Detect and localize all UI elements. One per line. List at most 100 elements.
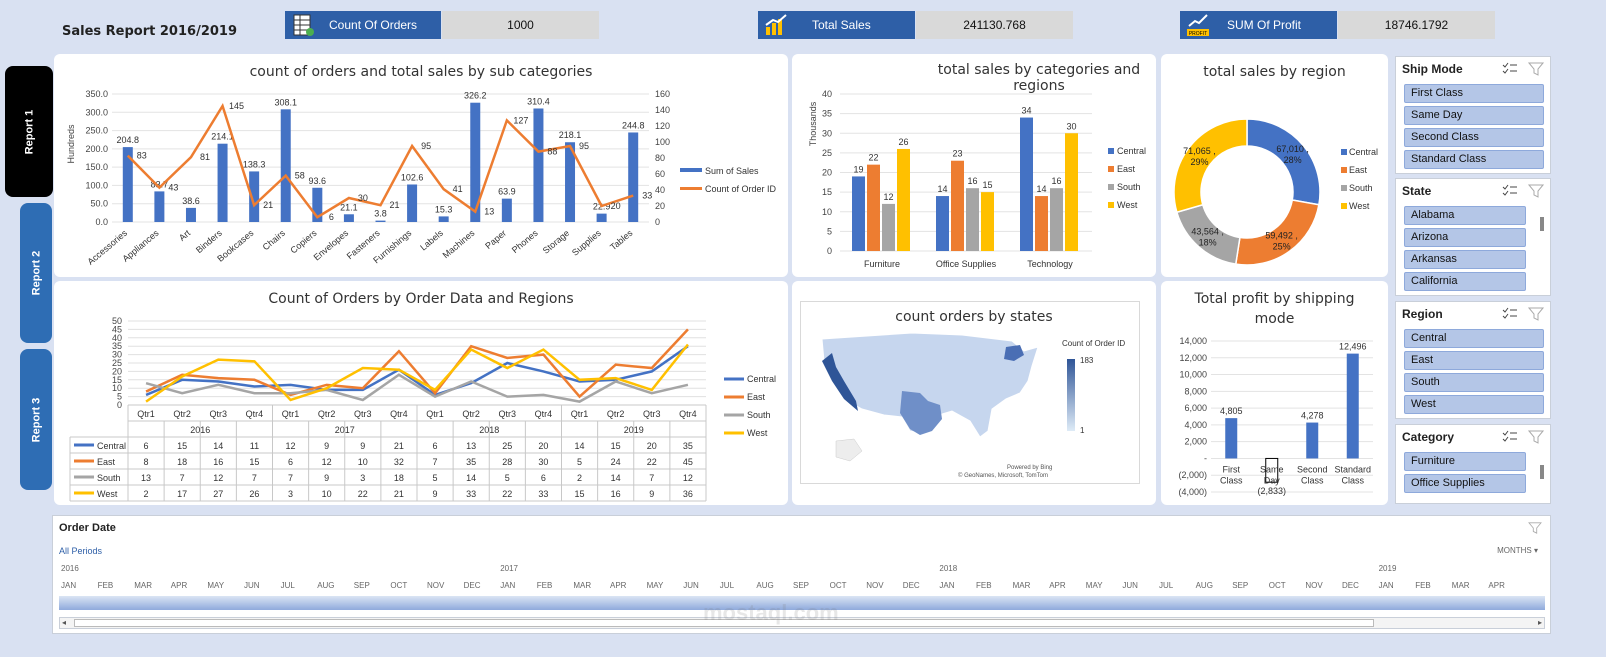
timeline-month-label[interactable]: FEB — [536, 581, 553, 590]
tab-report-1[interactable]: Report 1 — [5, 66, 53, 197]
report-title: Sales Report 2016/2019 — [62, 24, 237, 39]
y-tick-label: 0 — [117, 400, 122, 410]
multi-select-icon[interactable] — [1502, 307, 1518, 321]
x-tick-label: Storage — [541, 228, 572, 256]
slicer-scrollbar[interactable] — [1540, 465, 1544, 479]
bar-data-label: 204.8 — [117, 135, 140, 145]
clear-filter-icon[interactable] — [1528, 430, 1544, 444]
bar-data-label: 308.1 — [274, 97, 297, 107]
slicer-item-alabama[interactable]: Alabama — [1404, 206, 1526, 225]
timeline-month-label[interactable]: JAN — [500, 581, 516, 590]
timeline-month-label[interactable]: FEB — [976, 581, 992, 590]
timeline-month-label[interactable]: MAR — [1012, 581, 1031, 590]
timeline-month-label[interactable]: AUG — [1195, 581, 1213, 590]
timeline-month-label[interactable]: APR — [610, 581, 627, 590]
timeline-month-label[interactable]: JAN — [61, 581, 77, 590]
timeline-month-label[interactable]: NOV — [1305, 581, 1323, 590]
map-credit-sources: © GeoNames, Microsoft, TomTom — [958, 472, 1048, 479]
tab-report-2[interactable]: Report 2 — [20, 203, 52, 343]
slicer-item-central[interactable]: Central — [1404, 329, 1544, 348]
slicer-item-arizona[interactable]: Arizona — [1404, 228, 1526, 247]
bar-sales — [628, 132, 639, 222]
clear-filter-icon[interactable] — [1528, 184, 1544, 198]
timeline-month-label[interactable]: JAN — [1378, 581, 1394, 590]
slicer-item-arkansas[interactable]: Arkansas — [1404, 250, 1526, 269]
slicer-item-standard-class[interactable]: Standard Class — [1404, 150, 1544, 169]
y-tick-label: 35 — [822, 109, 832, 119]
bar-sales — [280, 109, 291, 222]
y2-tick-label: 80 — [655, 153, 665, 163]
slicer-item-second-class[interactable]: Second Class — [1404, 128, 1544, 147]
bar-data-label: 138.3 — [243, 159, 266, 169]
multi-select-icon[interactable] — [1502, 184, 1518, 198]
timeline-month-label[interactable]: MAR — [134, 581, 152, 590]
table-cell: 27 — [213, 489, 223, 499]
timeline-month-label[interactable]: SEP — [353, 581, 370, 590]
y-tick-label: 40 — [112, 333, 122, 343]
scroll-left-icon[interactable]: ◂ — [62, 618, 67, 627]
timeline-month-label[interactable]: SEP — [793, 581, 810, 590]
timeline-month-label[interactable]: OCT — [829, 581, 847, 590]
multi-select-icon[interactable] — [1502, 62, 1518, 76]
timeline-month-label[interactable]: DEC — [463, 581, 481, 590]
slicer-scrollbar[interactable] — [1540, 217, 1544, 231]
timeline-month-label[interactable]: MAR — [1451, 581, 1470, 590]
table-cell: 6 — [144, 441, 149, 451]
timeline-month-label[interactable]: NOV — [866, 581, 884, 590]
us-states-map[interactable]: Count of Order ID 183 1 Powered by Bing … — [792, 281, 1156, 505]
slicer-item-california[interactable]: California — [1404, 272, 1526, 291]
timeline-scrollbar[interactable]: ◂ ▸ — [59, 617, 1545, 629]
slicer-item-office-supplies[interactable]: Office Supplies — [1404, 474, 1526, 493]
multi-select-icon[interactable] — [1502, 430, 1518, 444]
slicer-item-west[interactable]: West — [1404, 395, 1544, 414]
timeline-month-label[interactable]: AUG — [317, 581, 335, 590]
kpi-sum-profit: PROFIT SUM Of Profit — [1180, 11, 1337, 39]
timeline-month-label[interactable]: JUL — [280, 581, 295, 590]
slicer-item-east[interactable]: East — [1404, 351, 1544, 370]
timeline-month-label[interactable]: JUL — [719, 581, 735, 590]
timeline-month-label[interactable]: NOV — [427, 581, 445, 590]
timeline-month-label[interactable]: MAR — [573, 581, 592, 590]
scroll-right-icon[interactable]: ▸ — [1537, 618, 1542, 627]
slicer-item-first-class[interactable]: First Class — [1404, 84, 1544, 103]
slicer-item-south[interactable]: South — [1404, 373, 1544, 392]
y-tick-label: 25 — [822, 148, 832, 158]
timeline-month-label[interactable]: APR — [170, 581, 188, 590]
timeline-month-label[interactable]: DEC — [1342, 581, 1359, 590]
timeline-month-label[interactable]: JUN — [1122, 581, 1138, 590]
table-cell: 9 — [649, 489, 654, 499]
tab-report-3[interactable]: Report 3 — [20, 349, 52, 490]
y2-tick-label: 120 — [655, 121, 670, 131]
timeline-month-label[interactable]: JUN — [244, 581, 260, 590]
timeline-unit-selector[interactable]: MONTHS ▾ — [1497, 546, 1538, 555]
slicer-item-furniture[interactable]: Furniture — [1404, 452, 1526, 471]
clear-filter-icon[interactable] — [1528, 522, 1542, 534]
timeline-month-label[interactable]: DEC — [902, 581, 920, 590]
clear-filter-icon[interactable] — [1528, 62, 1544, 76]
timeline-month-label[interactable]: APR — [1049, 581, 1066, 590]
timeline-month-label[interactable]: AUG — [756, 581, 774, 590]
map-legend-gradient — [1067, 359, 1075, 431]
timeline-month-label[interactable]: JUL — [1159, 581, 1174, 590]
timeline-month-label[interactable]: MAY — [207, 581, 225, 590]
timeline-month-label[interactable]: OCT — [390, 581, 408, 590]
timeline-month-label[interactable]: JAN — [939, 581, 955, 590]
timeline-month-label[interactable]: FEB — [1415, 581, 1431, 590]
table-cell: 16 — [213, 457, 223, 467]
timeline-month-label[interactable]: FEB — [97, 581, 114, 590]
timeline-bar[interactable] — [59, 596, 1545, 610]
timeline-month-label[interactable]: MAY — [646, 581, 664, 590]
clear-filter-icon[interactable] — [1528, 307, 1544, 321]
legend-label: East — [1117, 164, 1136, 174]
kpi-label-text: SUM Of Profit — [1227, 18, 1302, 32]
bar-data-label: 3.8 — [374, 209, 387, 219]
timeline-month-label[interactable]: JUN — [683, 581, 699, 590]
scroll-thumb[interactable] — [74, 619, 1374, 627]
timeline-month-label[interactable]: OCT — [1268, 581, 1286, 590]
table-cell: 15 — [177, 441, 187, 451]
slicer-item-same-day[interactable]: Same Day — [1404, 106, 1544, 125]
timeline-month-label[interactable]: MAY — [1085, 581, 1103, 590]
timeline-month-label[interactable]: APR — [1488, 581, 1505, 590]
timeline-month-label[interactable]: SEP — [1232, 581, 1249, 590]
table-cell: 45 — [683, 457, 693, 467]
